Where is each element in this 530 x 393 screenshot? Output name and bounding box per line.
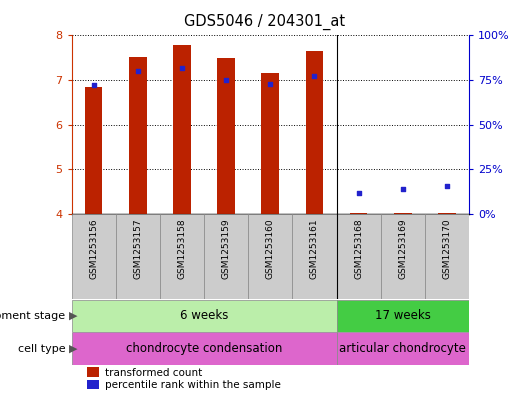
Bar <box>85 87 102 214</box>
Bar <box>337 300 469 332</box>
Bar <box>87 380 99 389</box>
Bar <box>204 214 248 299</box>
Bar <box>173 45 191 214</box>
Point <box>222 77 231 83</box>
Text: ▶: ▶ <box>69 311 77 321</box>
Bar <box>116 214 160 299</box>
Bar <box>72 332 337 365</box>
Point <box>443 182 451 189</box>
Bar <box>306 51 323 214</box>
Bar <box>87 367 99 377</box>
Text: GSM1253158: GSM1253158 <box>178 219 187 279</box>
Bar <box>72 300 337 332</box>
Bar <box>261 73 279 214</box>
Bar <box>381 214 425 299</box>
Point <box>178 64 186 71</box>
Bar <box>248 214 293 299</box>
Bar <box>217 58 235 214</box>
Bar <box>425 214 469 299</box>
Bar <box>438 213 456 214</box>
Text: GSM1253169: GSM1253169 <box>399 219 407 279</box>
Point <box>266 81 275 87</box>
Text: GSM1253161: GSM1253161 <box>310 219 319 279</box>
Text: articular chondrocyte: articular chondrocyte <box>339 342 466 355</box>
Bar <box>72 214 116 299</box>
Text: 6 weeks: 6 weeks <box>180 309 228 323</box>
Bar <box>394 213 412 214</box>
Point <box>134 68 142 74</box>
Text: GSM1253157: GSM1253157 <box>134 219 142 279</box>
Text: GDS5046 / 204301_at: GDS5046 / 204301_at <box>184 14 346 30</box>
Bar <box>293 214 337 299</box>
Bar <box>129 57 147 214</box>
Text: GSM1253168: GSM1253168 <box>354 219 363 279</box>
Bar <box>160 214 204 299</box>
Point <box>90 82 98 88</box>
Point <box>399 186 407 192</box>
Bar <box>337 214 381 299</box>
Text: GSM1253170: GSM1253170 <box>443 219 452 279</box>
Text: GSM1253160: GSM1253160 <box>266 219 275 279</box>
Bar <box>350 213 367 214</box>
Text: GSM1253159: GSM1253159 <box>222 219 231 279</box>
Text: GSM1253156: GSM1253156 <box>89 219 98 279</box>
Text: development stage: development stage <box>0 311 69 321</box>
Text: ▶: ▶ <box>69 343 77 354</box>
Text: cell type: cell type <box>18 343 69 354</box>
Point <box>355 189 363 196</box>
Text: percentile rank within the sample: percentile rank within the sample <box>105 380 281 389</box>
Point <box>310 73 319 80</box>
Text: chondrocyte condensation: chondrocyte condensation <box>126 342 282 355</box>
Text: transformed count: transformed count <box>105 367 202 378</box>
Text: 17 weeks: 17 weeks <box>375 309 431 323</box>
Bar <box>337 332 469 365</box>
